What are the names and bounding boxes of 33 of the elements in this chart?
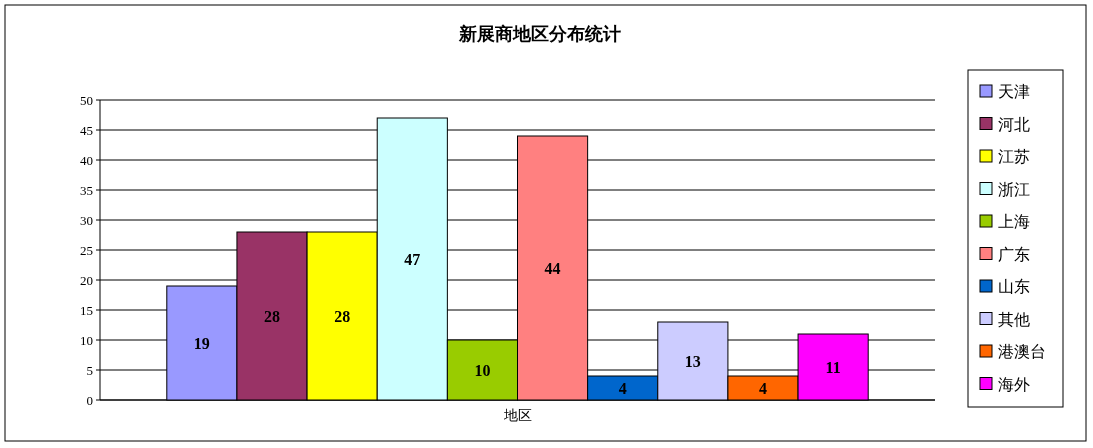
legend-label: 广东: [998, 245, 1030, 263]
data-label: 10: [474, 362, 491, 379]
y-tick-label: 50: [80, 93, 93, 108]
data-label: 4: [758, 380, 767, 397]
y-tick-label: 15: [80, 303, 93, 318]
legend-label: 山东: [998, 278, 1030, 295]
x-tick-label: 地区: [502, 408, 532, 423]
legend-label: 浙江: [998, 180, 1030, 198]
chart-title: 新展商地区分布统计: [458, 24, 621, 44]
legend-label: 其他: [998, 310, 1030, 328]
y-tick-label: 5: [86, 363, 93, 378]
y-tick-label: 0: [86, 393, 93, 408]
legend-label: 海外: [998, 375, 1030, 393]
legend-label: 港澳台: [998, 343, 1046, 360]
legend-label: 江苏: [998, 148, 1030, 165]
y-tick-label: 20: [80, 273, 93, 288]
data-label: 4: [618, 380, 627, 397]
data-label: 44: [544, 260, 561, 277]
legend-label: 河北: [998, 115, 1030, 133]
data-label: 13: [684, 353, 701, 370]
y-tick-label: 30: [80, 213, 93, 228]
y-tick-label: 40: [80, 153, 93, 168]
legend-label: 上海: [998, 213, 1030, 230]
legend-label: 天津: [998, 83, 1030, 100]
data-label: 28: [264, 308, 281, 325]
y-tick-label: 35: [80, 183, 93, 198]
y-tick-label: 45: [80, 123, 93, 138]
data-label: 19: [193, 335, 210, 352]
data-label: 11: [825, 359, 841, 376]
data-label: 47: [404, 251, 421, 268]
y-tick-label: 10: [80, 333, 93, 348]
data-label: 28: [334, 308, 351, 325]
y-tick-label: 25: [80, 243, 93, 258]
